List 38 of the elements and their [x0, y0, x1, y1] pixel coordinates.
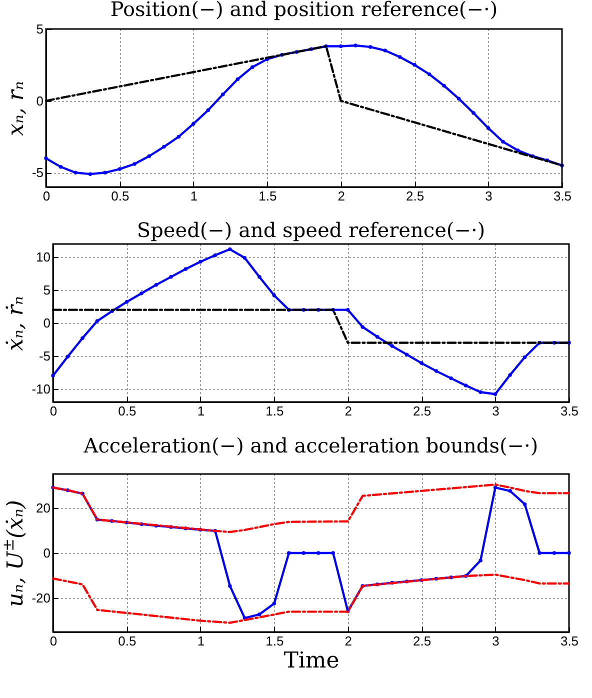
- x-tick-label: 1.5: [266, 634, 284, 648]
- x-tick-label: 1: [190, 188, 198, 204]
- x-tick-label: 0.5: [118, 634, 136, 648]
- y-tick-label: 10: [36, 250, 50, 265]
- chart-title: Speed(−) and speed reference(−·): [136, 218, 486, 242]
- x-axis-title: Time: [284, 648, 340, 674]
- x-tick-label: 3: [492, 404, 500, 418]
- x-tick-label: 0.5: [118, 404, 136, 418]
- x-tick-label: 1: [197, 404, 205, 418]
- x-tick-label: 2.5: [413, 404, 432, 418]
- x-tick-label: 1: [197, 634, 205, 648]
- x-tick-label: 1.5: [258, 188, 277, 204]
- y-tick-label: 0: [36, 93, 44, 108]
- x-tick-label: 3.5: [560, 404, 579, 418]
- y-tick-label: 5: [36, 22, 44, 36]
- y-tick-label: 0: [43, 316, 50, 330]
- y-tick-label: 20: [36, 500, 50, 516]
- x-tick-label: 3.5: [553, 188, 572, 204]
- y-axis-title: ẋₙ, ṙₙ: [4, 296, 29, 351]
- x-tick-label: 0.5: [111, 188, 130, 204]
- chart-title: Acceleration(−) and acceleration bounds(−·): [82, 434, 538, 458]
- y-tick-label: 0: [43, 546, 50, 560]
- chart-title: Position(−) and position reference(−·): [110, 0, 498, 21]
- x-tick-label: 3: [492, 634, 500, 648]
- x-tick-label: 3.5: [560, 634, 579, 648]
- x-tick-label: 2.5: [406, 188, 424, 204]
- y-tick-label: -5: [38, 348, 50, 364]
- x-tick-label: 3: [485, 188, 492, 204]
- x-tick-label: 1.5: [266, 404, 284, 418]
- y-tick-label: -10: [32, 381, 50, 396]
- x-tick-label: 2: [344, 404, 352, 418]
- y-tick-label: 5: [43, 282, 50, 298]
- y-tick-label: -20: [32, 590, 50, 606]
- x-tick-label: 2: [344, 634, 352, 648]
- x-tick-label: 2: [338, 188, 345, 204]
- x-tick-label: 2.5: [413, 634, 432, 648]
- y-tick-label: -5: [32, 165, 44, 180]
- y-axis-title: xₙ, rₙ: [4, 81, 29, 136]
